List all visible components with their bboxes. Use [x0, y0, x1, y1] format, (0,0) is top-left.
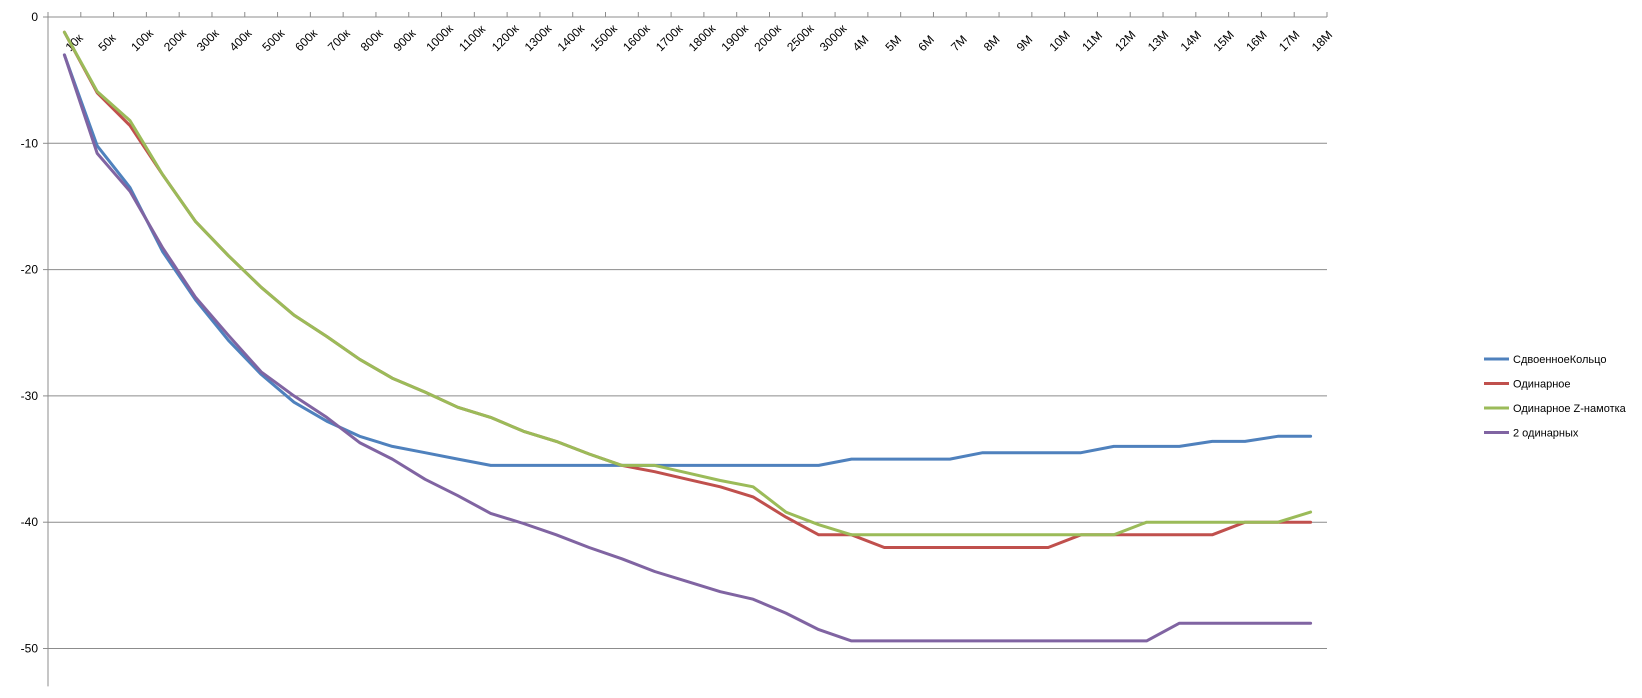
x-tick-label: 3000к [817, 21, 850, 54]
y-tick-labels: 0 -10 -20 -30 -40 -50 [21, 10, 39, 656]
x-tick-label: 1200к [489, 21, 522, 54]
series-lines [62, 30, 1313, 643]
x-tick-label: 16M [1243, 28, 1269, 54]
y-tick-label: -40 [21, 515, 39, 529]
y-tick-label: -30 [21, 389, 39, 403]
legend: СдвоенноеКольцо Одинарное Одинарное Z-намо… [1484, 354, 1627, 440]
x-tick-label: 17M [1276, 28, 1302, 54]
series-line-4 [62, 53, 1313, 643]
x-tick-label: 100к [128, 26, 156, 54]
x-tick-label: 10M [1046, 28, 1072, 54]
x-tick-label: 9M [1014, 32, 1036, 54]
x-tick-label: 1400к [555, 21, 588, 54]
x-tick-label: 1600к [620, 21, 653, 54]
x-tick-label: 4M [850, 32, 872, 54]
legend-label: Одинарное Z-намотка [1513, 403, 1627, 415]
x-tick-label: 7M [948, 32, 970, 54]
x-tick-label: 18M [1309, 28, 1335, 54]
x-tick-label: 400к [227, 26, 255, 54]
x-tick-label: 1800к [686, 21, 719, 54]
x-tick-label: 800к [358, 26, 386, 54]
x-tick-label: 500к [259, 26, 287, 54]
x-tick-label: 1700к [653, 21, 686, 54]
x-tick-label: 1300к [522, 21, 555, 54]
y-tick-label: -20 [21, 263, 39, 277]
legend-label: Одинарное [1513, 379, 1571, 391]
x-tick-label: 13M [1145, 28, 1171, 54]
x-tick-label: 1100к [456, 22, 488, 54]
x-tick-label: 15M [1210, 28, 1236, 54]
x-tick-label: 600к [292, 26, 320, 54]
series-line-3 [62, 30, 1313, 537]
series-line-1 [62, 53, 1313, 467]
legend-label: СдвоенноеКольцо [1513, 354, 1606, 366]
series-line-2 [62, 30, 1313, 549]
x-tick-label: 1000к [423, 21, 456, 54]
x-tick-label: 700к [325, 26, 353, 54]
x-tick-label: 200к [161, 26, 189, 54]
axes [43, 12, 1328, 687]
x-tick-label: 2500к [784, 21, 817, 54]
x-tick-label: 11M [1079, 28, 1105, 54]
x-tick-label: 300к [194, 26, 222, 54]
x-tick-label: 14M [1178, 28, 1204, 54]
gridlines [48, 142, 1327, 649]
x-tick-label: 1500к [587, 21, 620, 54]
x-tick-label: 6M [915, 32, 937, 54]
y-tick-label: 0 [31, 10, 38, 24]
x-tick-labels: 10к 50к 100к 200к 300к 400к 500к 600к 700к 800к 90… [63, 21, 1336, 54]
x-tick-label: 50к [95, 31, 119, 55]
x-tick-label: 8M [981, 32, 1003, 54]
x-tick-label: 12M [1112, 28, 1138, 54]
x-tick-label: 2000к [751, 21, 784, 54]
y-tick-label: -10 [21, 136, 39, 150]
x-tick-label: 900к [391, 26, 419, 54]
x-tick-label: 1900к [719, 21, 752, 54]
x-tick-label: 5M [882, 32, 904, 54]
legend-label: 2 одинарных [1513, 428, 1579, 440]
y-tick-label: -50 [21, 642, 39, 656]
